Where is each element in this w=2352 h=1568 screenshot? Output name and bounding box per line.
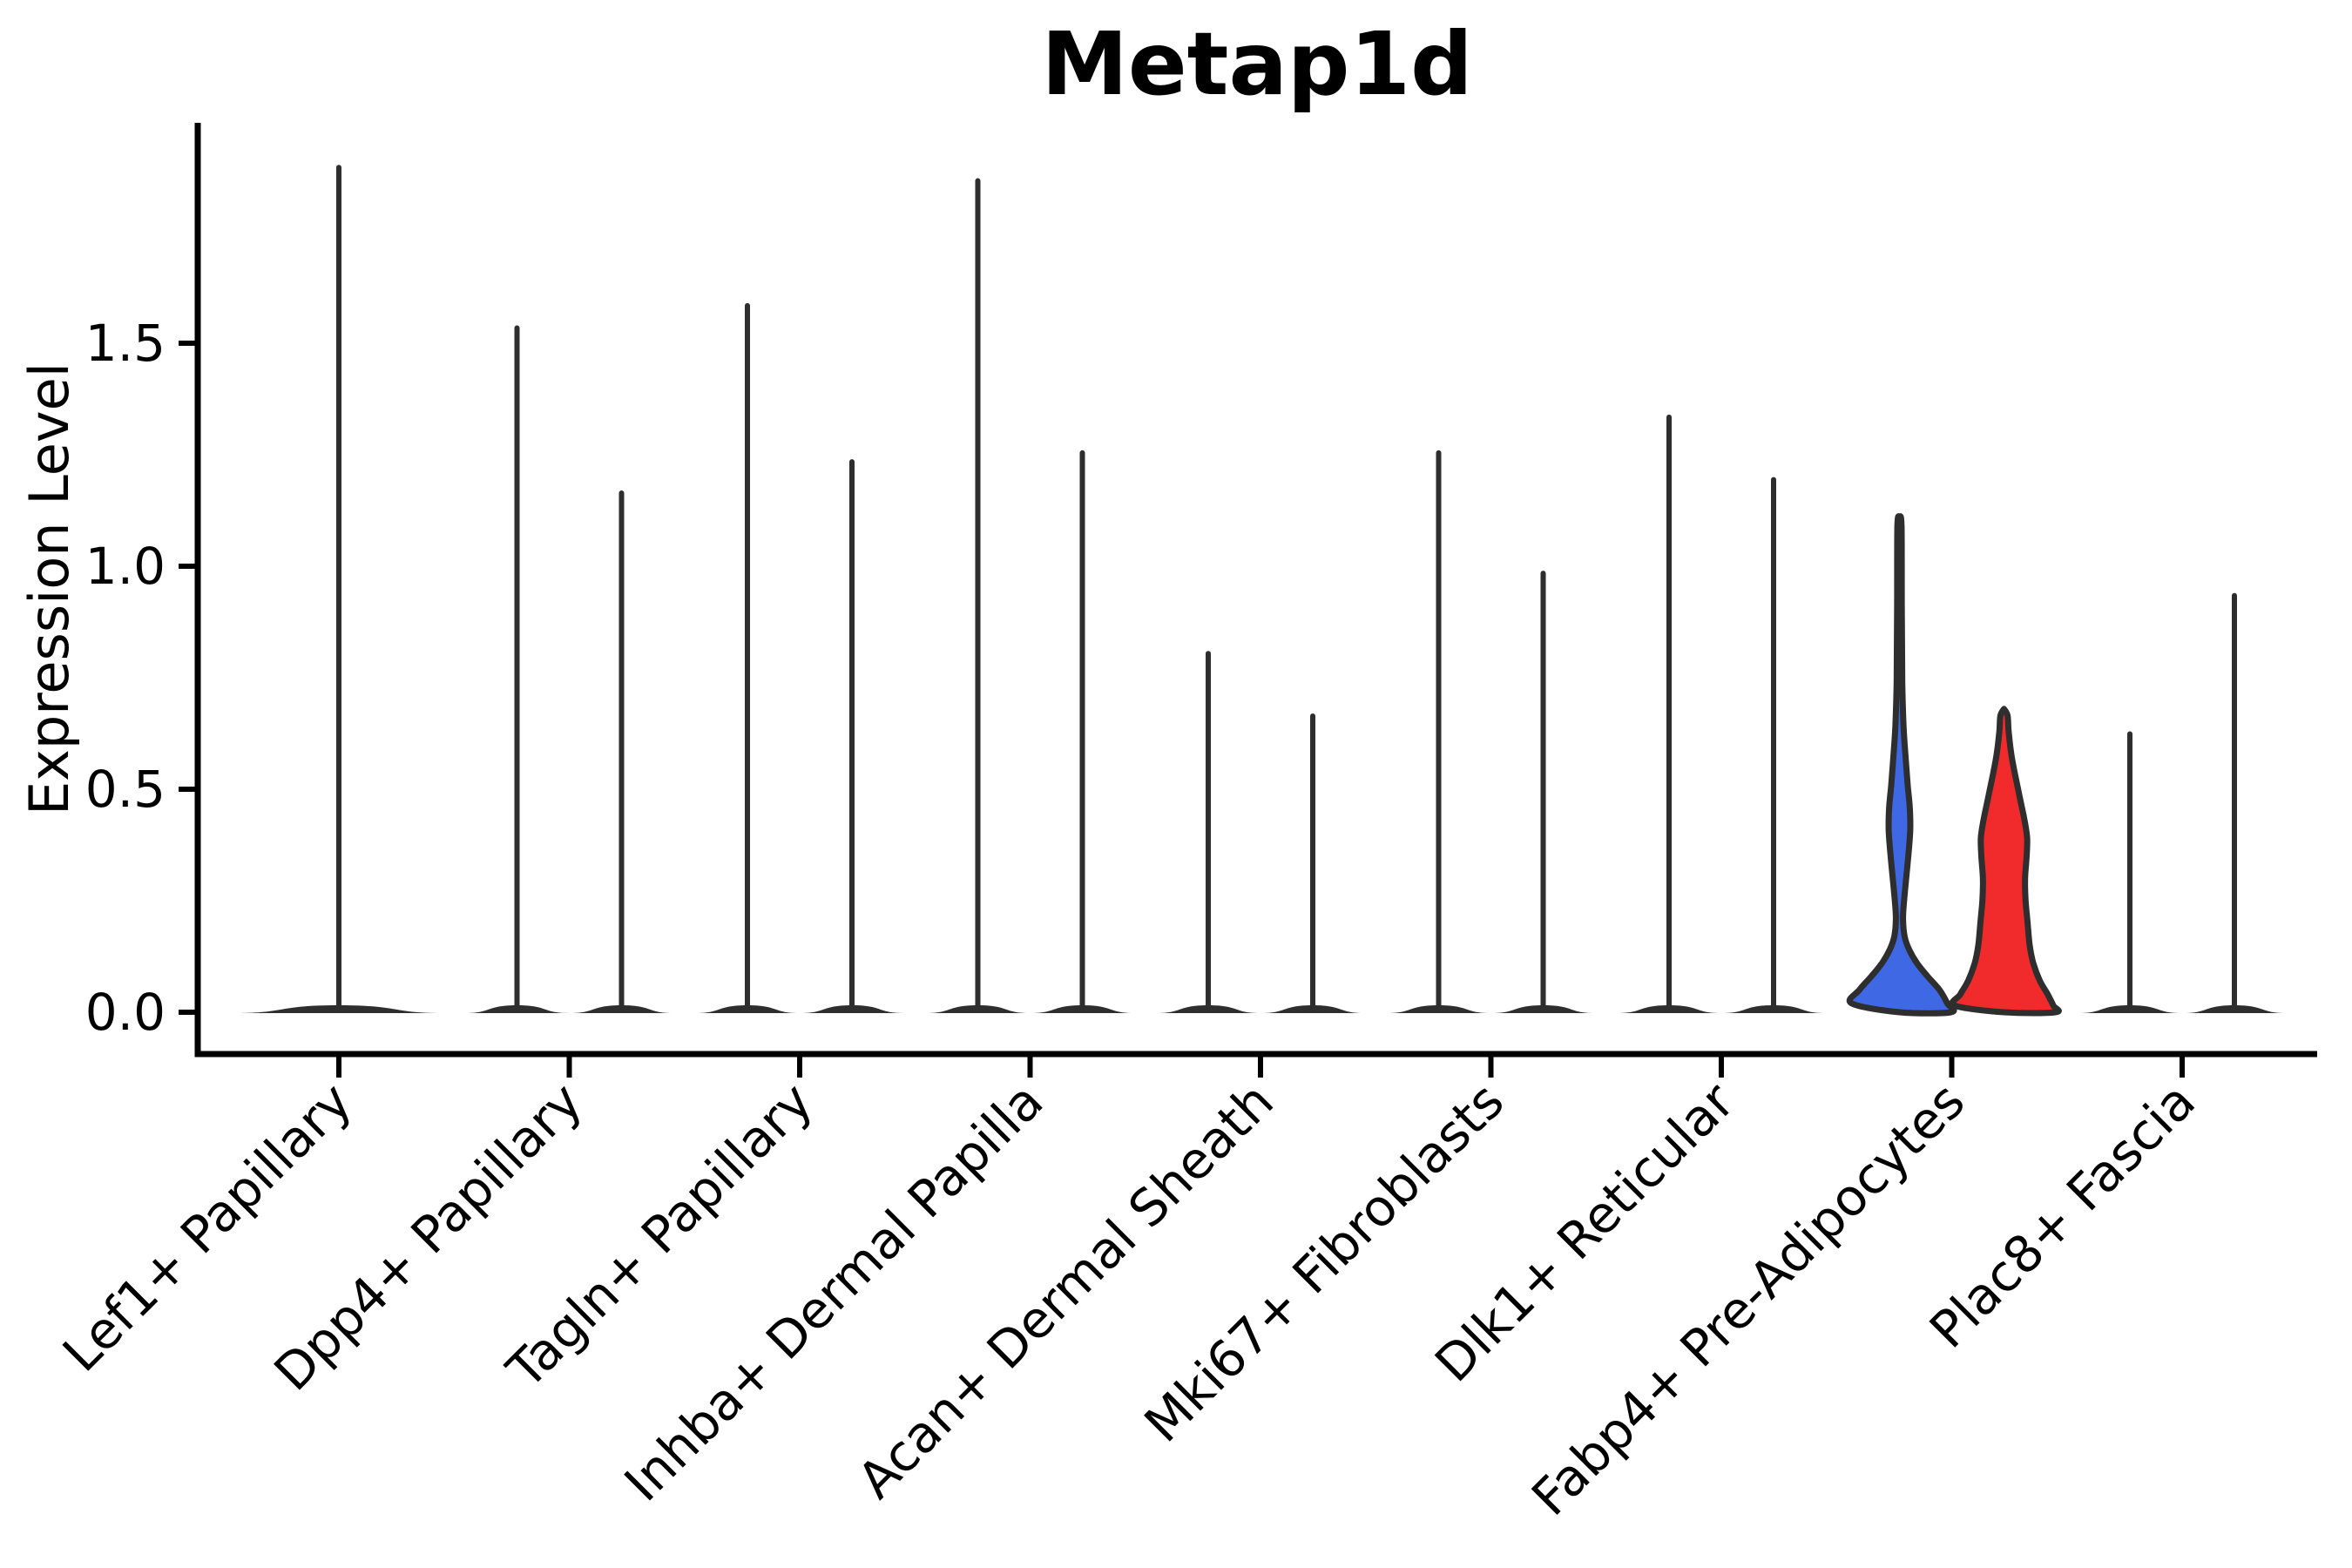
violin-base bbox=[1157, 1005, 1260, 1013]
y-tick-label: 0.5 bbox=[85, 760, 166, 819]
x-tick-label: Acan+ Dermal Sheath bbox=[846, 1071, 1284, 1510]
violin-base bbox=[465, 1005, 569, 1013]
violin-base bbox=[1618, 1005, 1720, 1013]
violin-base bbox=[1387, 1005, 1490, 1013]
violin-base bbox=[1261, 1005, 1364, 1013]
violin-base bbox=[570, 1005, 673, 1013]
violin-base bbox=[2183, 1005, 2286, 1013]
x-tick-label: Inhba+ Dermal Papilla bbox=[613, 1071, 1055, 1513]
violin-filled bbox=[1846, 513, 1957, 1017]
violin-base bbox=[1491, 1005, 1595, 1013]
y-tick-label: 0.0 bbox=[85, 983, 166, 1042]
y-axis-label: Expression Level bbox=[17, 362, 81, 815]
x-tick-label: Fabp4+ Pre-Adipocytes bbox=[1520, 1071, 1976, 1527]
violin-base bbox=[1031, 1005, 1134, 1013]
violin-base bbox=[801, 1005, 903, 1013]
violin-filled bbox=[1949, 706, 2062, 1017]
plot-title: Metap1d bbox=[1041, 13, 1472, 115]
violin-base bbox=[926, 1005, 1030, 1013]
y-tick-label: 1.5 bbox=[85, 314, 166, 373]
violin-base bbox=[696, 1005, 799, 1013]
violin-base bbox=[2078, 1005, 2181, 1013]
violin-base bbox=[1722, 1005, 1825, 1013]
violin-base bbox=[235, 1005, 443, 1013]
y-tick-label: 1.0 bbox=[85, 537, 166, 596]
